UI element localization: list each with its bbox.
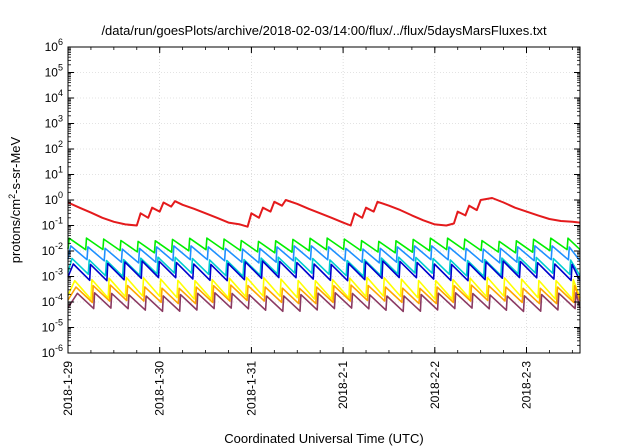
y-tick-label: 102 (45, 139, 63, 156)
series-line (67, 276, 581, 300)
x-axis-label: Coordinated Universal Time (UTC) (224, 431, 423, 446)
y-tick-exponent: 1 (58, 165, 63, 175)
y-tick-exponent: -1 (55, 216, 63, 226)
y-tick-base: 10 (45, 168, 59, 182)
x-tick-label: 2018-2-1 (336, 361, 350, 409)
y-tick-exponent: 0 (58, 190, 63, 200)
y-tick-label: 10-4 (42, 292, 63, 309)
y-tick-base: 10 (45, 117, 59, 131)
y-axis-label-main: protons/cm (8, 199, 23, 263)
y-tick-label: 103 (45, 114, 63, 131)
series-line (67, 237, 581, 254)
series-line (67, 245, 581, 264)
series-line (67, 284, 581, 305)
series-group (67, 197, 581, 313)
y-tick-exponent: -2 (55, 241, 63, 251)
y-tick-base: 10 (45, 91, 59, 105)
chart-title: /data/run/goesPlots/archive/2018-02-03/1… (101, 23, 547, 38)
y-axis-label-rest: -s-sr-MeV (8, 136, 23, 193)
y-tick-base: 10 (42, 244, 56, 258)
y-tick-exponent: -5 (55, 318, 63, 328)
y-tick-label: 101 (45, 165, 63, 182)
y-tick-exponent: 4 (58, 88, 63, 98)
y-tick-base: 10 (42, 270, 56, 284)
x-tick-label: 2018-1-31 (244, 361, 258, 416)
y-tick-base: 10 (45, 66, 59, 80)
x-tick-label: 2018-2-2 (428, 361, 442, 409)
y-tick-exponent: 3 (58, 114, 63, 124)
y-tick-label: 105 (45, 63, 63, 80)
series-line (67, 260, 581, 282)
y-tick-base: 10 (45, 40, 59, 54)
y-tick-base: 10 (42, 295, 56, 309)
y-tick-label: 10-5 (42, 318, 63, 335)
y-axis-label-sup: 2 (7, 194, 17, 199)
y-tick-label: 104 (45, 88, 63, 105)
series-line (67, 256, 581, 278)
y-tick-exponent: 6 (58, 37, 63, 47)
x-tick-label: 2018-1-29 (61, 361, 75, 416)
y-tick-exponent: -6 (55, 343, 63, 353)
x-axis-ticks: 2018-1-29 2018-1-30 2018-1-31 2018-2-1 2018-… (61, 47, 573, 416)
y-tick-base: 10 (45, 142, 59, 156)
y-tick-label: 10-3 (42, 267, 63, 284)
y-tick-base: 10 (42, 346, 56, 360)
y-tick-label: 106 (45, 37, 63, 54)
y-tick-exponent: 5 (58, 63, 63, 73)
y-tick-label: 10-6 (42, 343, 63, 360)
y-tick-base: 10 (42, 321, 56, 335)
y-axis-ticks: 10-610-510-410-310-210-11001011021031041… (42, 37, 580, 360)
y-tick-exponent: -4 (55, 292, 63, 302)
series-line (67, 292, 581, 313)
x-tick-label: 2018-2-3 (520, 361, 534, 409)
y-tick-base: 10 (42, 219, 56, 233)
y-tick-base: 10 (45, 193, 59, 207)
series-line (67, 197, 581, 228)
y-axis-label: protons/cm2-s-sr-MeV (7, 136, 23, 263)
y-tick-label: 10-1 (42, 216, 63, 233)
y-tick-label: 10-2 (42, 241, 63, 258)
x-tick-label: 2018-1-30 (153, 361, 167, 416)
y-tick-label: 100 (45, 190, 63, 207)
y-tick-exponent: 2 (58, 139, 63, 149)
y-tick-exponent: -3 (55, 267, 63, 277)
